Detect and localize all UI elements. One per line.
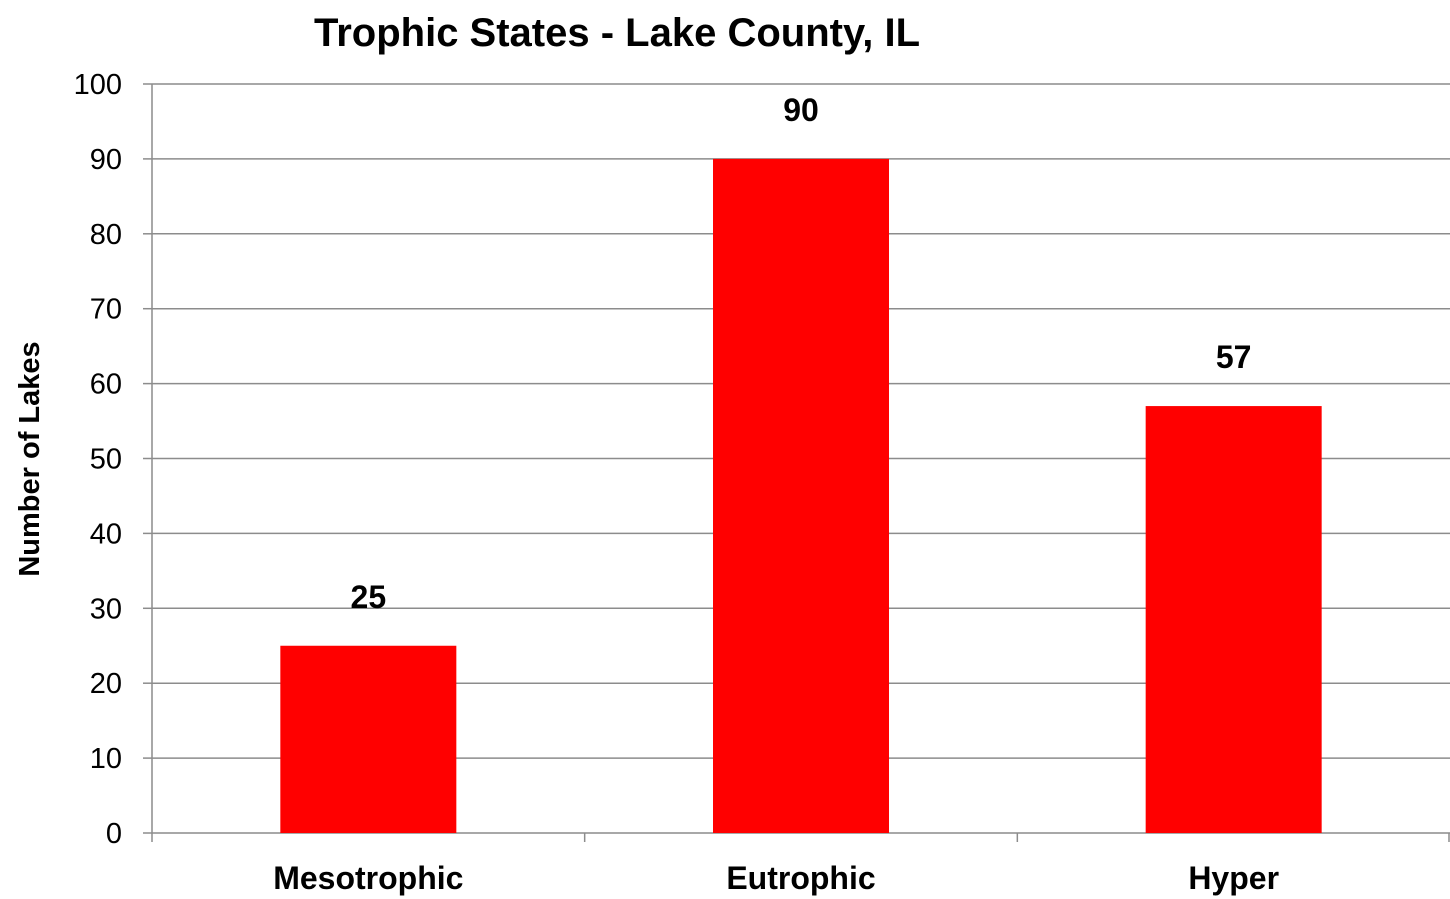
y-tick-label-0: 0 [106, 818, 122, 850]
x-tick-labels: Mesotrophic Eutrophic Hyper [273, 860, 1279, 896]
y-tick-label-40: 40 [90, 518, 122, 550]
y-tick-label-90: 90 [90, 144, 122, 176]
bars [280, 158, 1322, 833]
y-axis-label: Number of Lakes [14, 341, 46, 576]
x-tick-label-mesotrophic: Mesotrophic [273, 860, 463, 896]
y-tick-label-50: 50 [90, 444, 122, 476]
y-tick-label-100: 100 [74, 69, 122, 101]
data-label-mesotrophic: 25 [351, 579, 387, 615]
y-tick-label-70: 70 [90, 294, 122, 326]
bar-hyper [1145, 406, 1322, 833]
y-tick-label-80: 80 [90, 219, 122, 251]
data-labels: 25 90 57 [351, 92, 1252, 615]
chart-title: Trophic States - Lake County, IL [314, 11, 920, 55]
bar-mesotrophic [280, 645, 457, 833]
y-tick-label-10: 10 [90, 743, 122, 775]
y-tick-label-20: 20 [90, 668, 122, 700]
x-tick-label-eutrophic: Eutrophic [726, 860, 875, 896]
bar-eutrophic [713, 158, 889, 833]
y-tick-label-60: 60 [90, 369, 122, 401]
x-tick-label-hyper: Hyper [1188, 860, 1279, 896]
y-tick-labels: 0 10 20 30 40 50 60 70 80 90 100 [74, 69, 122, 850]
data-label-eutrophic: 90 [783, 92, 819, 128]
data-label-hyper: 57 [1216, 339, 1252, 375]
y-tick-label-30: 30 [90, 593, 122, 625]
